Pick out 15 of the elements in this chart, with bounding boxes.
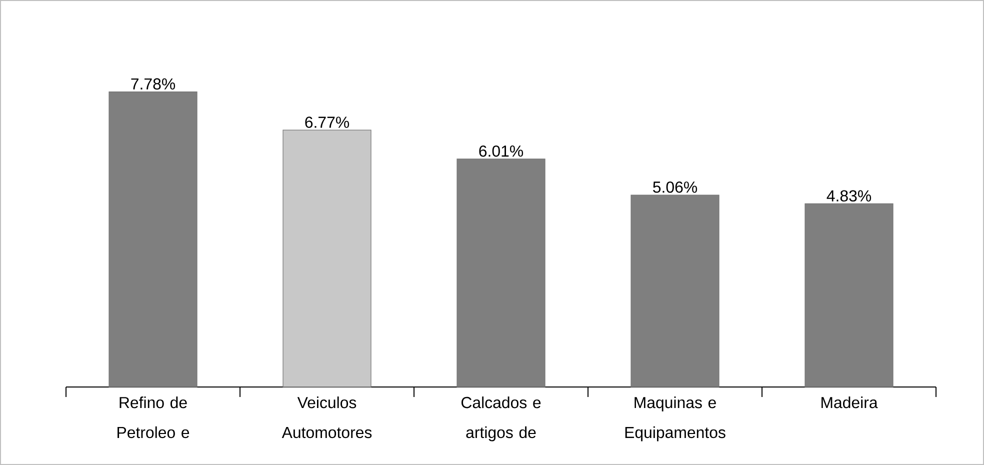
x-tick-label: Refino de Petroleo e xyxy=(118,396,190,438)
data-label: 6.01% xyxy=(479,145,524,157)
bar xyxy=(804,203,894,388)
data-label: 4.83% xyxy=(826,190,872,202)
data-label: 7.78% xyxy=(131,78,176,90)
data-label: 6.77% xyxy=(305,116,350,128)
bar xyxy=(456,158,546,388)
bar xyxy=(630,194,720,388)
bar xyxy=(108,91,198,388)
x-tick-label: Veiculos Automotores xyxy=(282,396,372,438)
bar xyxy=(282,130,372,388)
x-tick-label: Calcados e artigos de xyxy=(462,396,541,442)
data-label: 5.06% xyxy=(653,182,698,193)
x-tick-label: Madeira xyxy=(822,396,878,408)
x-tick-label: Maquinas e Equipamentos xyxy=(625,396,726,442)
